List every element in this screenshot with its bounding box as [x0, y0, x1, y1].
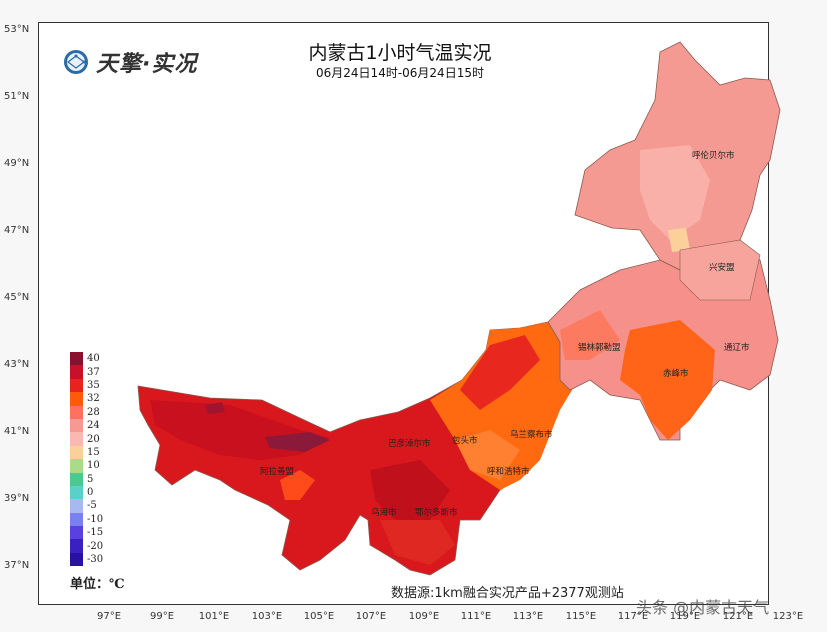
legend-label: -30 — [87, 554, 104, 566]
lon-label: 109°E — [408, 611, 440, 622]
legend-label: 24 — [87, 420, 100, 432]
time-range: 06月24日14时-06月24日15时 — [316, 66, 484, 80]
legend-swatch — [70, 539, 83, 553]
city-label-ulanqab: 乌兰察布市 — [510, 429, 553, 440]
city-label-bayannur: 巴彦淖尔市 — [388, 438, 431, 449]
logo: 天擎·实况 — [62, 46, 197, 78]
legend-item: 40 — [70, 352, 103, 366]
city-label-tongliao: 通辽市 — [724, 342, 750, 353]
lon-label: 97°E — [96, 611, 122, 622]
legend-swatch — [70, 445, 83, 460]
city-label-wuhai: 乌海市 — [371, 507, 397, 518]
legend-swatch — [70, 526, 83, 540]
lon-label: 117°E — [617, 611, 649, 622]
legend-label: 5 — [87, 473, 94, 485]
lat-label: 45°N — [4, 292, 30, 303]
lat-label: 49°N — [4, 158, 30, 169]
lon-label: 121°E — [722, 611, 754, 622]
legend-label: 35 — [87, 379, 100, 391]
legend-swatch — [70, 512, 83, 527]
lon-label: 111°E — [460, 611, 492, 622]
legend-swatch — [70, 392, 83, 406]
legend-item: -30 — [70, 552, 104, 567]
lon-label: 123°E — [772, 611, 804, 622]
lat-label: 51°N — [4, 91, 30, 102]
legend-label: 0 — [87, 487, 94, 499]
watermark: 头条 @内蒙古天气 — [636, 598, 770, 617]
legend-swatch — [70, 365, 83, 379]
color-legend: 40 37 35 32 28 24 20 15 10 5 0 -5 -10 -15 -20 -30 — [70, 352, 104, 567]
legend-swatch — [70, 472, 83, 486]
city-label-baotou: 包头市 — [452, 435, 478, 446]
legend-swatch — [70, 405, 83, 419]
lon-label: 101°E — [198, 611, 230, 622]
city-label-hulunbuir: 呼伦贝尔市 — [692, 150, 735, 161]
legend-swatch — [70, 418, 83, 433]
legend-label: 20 — [87, 433, 100, 445]
legend-swatch — [70, 485, 83, 500]
legend-item: 28 — [70, 405, 103, 419]
legend-label: -20 — [87, 540, 104, 552]
legend-item: 24 — [70, 418, 103, 433]
legend-swatch — [70, 432, 83, 446]
legend-item: 5 — [70, 472, 103, 486]
legend-swatch — [70, 352, 83, 366]
lon-label: 103°E — [251, 611, 283, 622]
legend-item: 0 — [70, 485, 103, 500]
legend-label: 28 — [87, 406, 100, 418]
legend-item: 10 — [70, 459, 103, 473]
legend-item: -20 — [70, 539, 104, 553]
lon-label: 113°E — [512, 611, 544, 622]
legend-label: 15 — [87, 446, 100, 458]
lon-label: 107°E — [355, 611, 387, 622]
lat-label: 53°N — [4, 24, 30, 35]
lat-label: 43°N — [4, 359, 30, 370]
lon-label: 119°E — [669, 611, 701, 622]
legend-swatch — [70, 552, 83, 567]
legend-label: 37 — [87, 366, 100, 378]
city-label-hohhot: 呼和浩特市 — [487, 466, 530, 477]
map-title: 内蒙古1小时气温实况 — [308, 42, 492, 64]
unit-label: 单位：℃ — [70, 577, 125, 592]
lat-label: 37°N — [4, 560, 30, 571]
legend-label: -15 — [87, 527, 104, 539]
city-label-chifeng: 赤峰市 — [663, 368, 689, 379]
legend-item: 37 — [70, 365, 103, 379]
lat-label: 47°N — [4, 225, 30, 236]
legend-item: -5 — [70, 499, 103, 513]
legend-label: 40 — [87, 353, 100, 365]
legend-item: 32 — [70, 392, 103, 406]
legend-swatch — [70, 378, 83, 393]
data-source: 数据源:1km融合实况产品+2377观测站 — [391, 586, 624, 601]
city-label-alxa: 阿拉善盟 — [260, 466, 295, 477]
legend-item: 35 — [70, 378, 103, 393]
city-label-hinggan: 兴安盟 — [709, 262, 735, 273]
lon-label: 115°E — [565, 611, 597, 622]
globe-icon — [64, 50, 88, 74]
legend-item: -10 — [70, 512, 104, 527]
lon-label: 105°E — [303, 611, 335, 622]
legend-label: 10 — [87, 460, 100, 472]
city-label-ordos: 鄂尔多斯市 — [415, 507, 458, 518]
lat-label: 39°N — [4, 493, 30, 504]
lat-label: 41°N — [4, 426, 30, 437]
legend-label: 32 — [87, 393, 100, 405]
legend-swatch — [70, 459, 83, 473]
legend-swatch — [70, 499, 83, 513]
legend-item: 15 — [70, 445, 103, 460]
legend-item: -15 — [70, 526, 104, 540]
legend-label: -10 — [87, 513, 104, 525]
lon-label: 99°E — [149, 611, 175, 622]
logo-text: 天擎·实况 — [96, 52, 198, 77]
legend-item: 20 — [70, 432, 103, 446]
legend-label: -5 — [87, 500, 97, 512]
city-label-xilingol: 锡林郭勒盟 — [578, 342, 621, 353]
